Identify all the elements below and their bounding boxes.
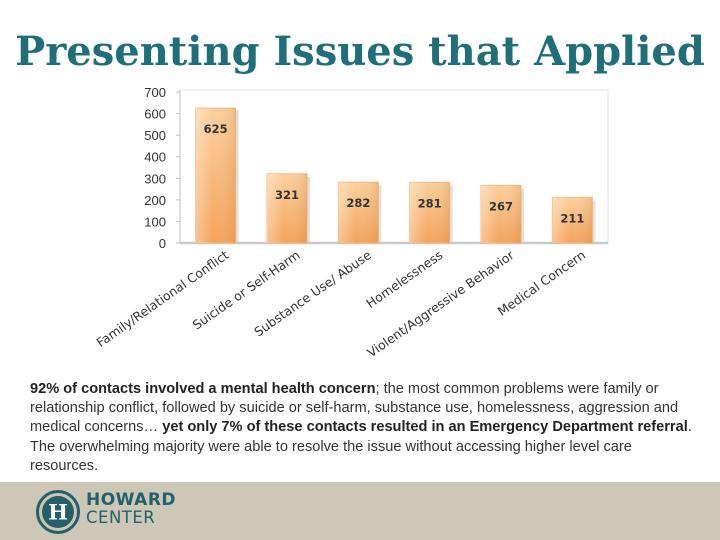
brand-wordmark: HOWARD CENTER: [86, 490, 177, 527]
y-tick-label: 300: [144, 171, 166, 186]
bar-value-label: 321: [275, 188, 299, 202]
logo-letter: H: [48, 500, 68, 525]
brand-line-2: CENTER: [86, 508, 156, 527]
bar-chart: 0 100 200 300 400 500 600 700 625 321 282 281 267 21…: [93, 85, 609, 361]
y-tick-label: 100: [144, 214, 166, 229]
bar-value-label: 281: [418, 196, 442, 210]
x-category-label: Substance Use/ Abuse: [251, 247, 374, 339]
summary-caption: 92% of contacts involved a mental health…: [30, 380, 695, 476]
y-tick-label: 500: [144, 128, 166, 143]
y-tick-label: 700: [144, 85, 166, 100]
y-axis: 0 100 200 300 400 500 600 700: [144, 85, 608, 251]
bar-value-label: 282: [346, 196, 370, 210]
brand-line-1: HOWARD: [86, 490, 177, 510]
bar-value-label: 211: [560, 211, 584, 225]
bar-highlight: [267, 173, 307, 243]
caption-text-1: ; the most common problems were family o…: [30, 381, 679, 436]
bar-value-label: 625: [204, 122, 228, 136]
bar-value-label: 267: [489, 199, 513, 213]
bar-highlight: [338, 182, 379, 243]
y-tick-label: 200: [144, 193, 166, 208]
bar-highlight: [481, 185, 521, 243]
bar-highlight: [195, 108, 236, 243]
y-tick-label: 0: [159, 236, 166, 251]
caption-text-2: . The overwhelming majority were able to…: [30, 419, 692, 474]
bar-highlight: [409, 182, 450, 243]
footer-band: H HOWARD CENTER: [0, 482, 720, 540]
y-tick-label: 400: [144, 150, 166, 165]
x-category-label: Violent/Aggressive Behavior: [364, 247, 517, 361]
bar-highlight: [552, 197, 593, 243]
caption-highlight-2: yet only 7% of these contacts resulted i…: [162, 419, 688, 436]
slide-title: Presenting Issues that Applied: [15, 28, 705, 75]
caption-highlight-1: 92% of contacts involved a mental health…: [30, 381, 376, 397]
y-tick-label: 600: [144, 107, 166, 122]
plot-area: [179, 89, 609, 244]
bar-series: 625 321 282 281 267 211: [195, 107, 596, 244]
howard-center-logo-icon: H: [36, 490, 80, 534]
x-category-label: Family/Relational Conflict: [93, 247, 231, 350]
